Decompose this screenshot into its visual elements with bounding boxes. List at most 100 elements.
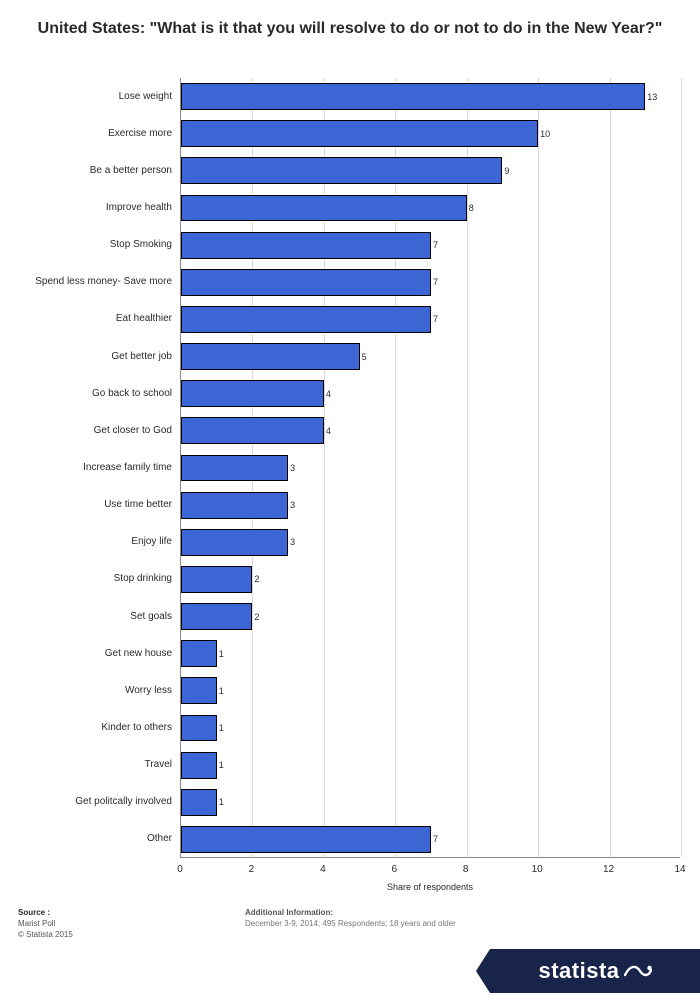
bar: 8 bbox=[181, 195, 467, 222]
bar: 1 bbox=[181, 752, 217, 779]
bar-value-label: 3 bbox=[287, 537, 295, 547]
bar-value-label: 7 bbox=[430, 240, 438, 250]
category-label: Travel bbox=[145, 759, 172, 770]
category-label: Use time better bbox=[104, 499, 172, 510]
bar-row: 3 bbox=[181, 492, 680, 519]
x-tick-label: 2 bbox=[249, 864, 255, 875]
bar-row: 3 bbox=[181, 529, 680, 556]
bar-value-label: 1 bbox=[216, 649, 224, 659]
bar-value-label: 3 bbox=[287, 500, 295, 510]
x-tick-label: 8 bbox=[463, 864, 469, 875]
category-label: Improve health bbox=[106, 202, 172, 213]
bar-value-label: 4 bbox=[323, 426, 331, 436]
bar: 10 bbox=[181, 120, 538, 147]
category-label: Lose weight bbox=[119, 91, 172, 102]
category-label: Exercise more bbox=[108, 128, 172, 139]
bar: 3 bbox=[181, 455, 288, 482]
bar-row: 7 bbox=[181, 232, 680, 259]
bar-row: 3 bbox=[181, 455, 680, 482]
category-label: Stop Smoking bbox=[110, 239, 172, 250]
bar-row: 1 bbox=[181, 677, 680, 704]
brand-logo: statista bbox=[538, 958, 651, 984]
bar-row: 8 bbox=[181, 195, 680, 222]
bar-row: 13 bbox=[181, 83, 680, 110]
bar: 7 bbox=[181, 306, 431, 333]
bar: 1 bbox=[181, 715, 217, 742]
bar-value-label: 10 bbox=[537, 129, 550, 139]
bar-row: 7 bbox=[181, 826, 680, 853]
category-label: Increase family time bbox=[83, 462, 172, 473]
category-label: Spend less money- Save more bbox=[35, 276, 172, 287]
additional-info-block: Additional Information: December 3-9, 20… bbox=[245, 908, 456, 930]
x-axis-title: Share of respondents bbox=[387, 882, 473, 892]
bar: 7 bbox=[181, 269, 431, 296]
additional-info-heading: Additional Information: bbox=[245, 908, 456, 919]
bar-row: 5 bbox=[181, 343, 680, 370]
x-tick-label: 14 bbox=[674, 864, 685, 875]
bar-row: 4 bbox=[181, 380, 680, 407]
category-label: Get new house bbox=[105, 648, 172, 659]
bar-row: 7 bbox=[181, 269, 680, 296]
bar-row: 10 bbox=[181, 120, 680, 147]
category-label: Eat healthier bbox=[116, 313, 172, 324]
category-label: Get better job bbox=[111, 351, 172, 362]
bar: 3 bbox=[181, 492, 288, 519]
additional-info-text: December 3-9, 2014; 495 Respondents; 18 … bbox=[245, 919, 456, 930]
bar-value-label: 8 bbox=[466, 203, 474, 213]
bar-row: 4 bbox=[181, 417, 680, 444]
x-tick-label: 10 bbox=[532, 864, 543, 875]
x-tick-label: 12 bbox=[603, 864, 614, 875]
bar-row: 9 bbox=[181, 157, 680, 184]
bar: 2 bbox=[181, 603, 252, 630]
source-line-2: © Statista 2015 bbox=[18, 930, 73, 941]
bar-row: 2 bbox=[181, 603, 680, 630]
category-label: Enjoy life bbox=[131, 536, 172, 547]
bar-value-label: 1 bbox=[216, 686, 224, 696]
bar: 4 bbox=[181, 417, 324, 444]
bar-value-label: 9 bbox=[501, 166, 509, 176]
bar-row: 7 bbox=[181, 306, 680, 333]
bar-value-label: 2 bbox=[251, 612, 259, 622]
brand-text: statista bbox=[538, 958, 619, 984]
source-heading: Source : bbox=[18, 908, 73, 919]
bar: 1 bbox=[181, 677, 217, 704]
bar: 4 bbox=[181, 380, 324, 407]
x-tick-label: 0 bbox=[177, 864, 183, 875]
bar-value-label: 7 bbox=[430, 314, 438, 324]
category-label: Other bbox=[147, 833, 172, 844]
bar: 13 bbox=[181, 83, 645, 110]
bar-row: 1 bbox=[181, 789, 680, 816]
bar: 9 bbox=[181, 157, 502, 184]
bar-value-label: 7 bbox=[430, 834, 438, 844]
x-tick-label: 6 bbox=[392, 864, 398, 875]
bar-value-label: 3 bbox=[287, 463, 295, 473]
bar-value-label: 1 bbox=[216, 797, 224, 807]
source-block: Source : Marist Poll © Statista 2015 bbox=[18, 908, 73, 940]
plot-area: 13109877754433322111117 bbox=[180, 78, 680, 858]
gridline bbox=[681, 78, 682, 857]
bar-value-label: 4 bbox=[323, 389, 331, 399]
category-label: Stop drinking bbox=[114, 573, 172, 584]
bar: 1 bbox=[181, 640, 217, 667]
bar-value-label: 1 bbox=[216, 723, 224, 733]
brand-wave-icon bbox=[624, 962, 652, 980]
bar: 7 bbox=[181, 826, 431, 853]
bar: 7 bbox=[181, 232, 431, 259]
bar: 2 bbox=[181, 566, 252, 593]
bar-value-label: 13 bbox=[644, 92, 657, 102]
source-line-1: Marist Poll bbox=[18, 919, 73, 930]
bar-row: 1 bbox=[181, 752, 680, 779]
x-tick-label: 4 bbox=[320, 864, 326, 875]
category-label: Get closer to God bbox=[94, 425, 172, 436]
bar-row: 2 bbox=[181, 566, 680, 593]
bar-row: 1 bbox=[181, 640, 680, 667]
brand-notch bbox=[476, 949, 490, 993]
chart: 13109877754433322111117 Lose weightExerc… bbox=[0, 68, 700, 898]
bar-row: 1 bbox=[181, 715, 680, 742]
category-label: Set goals bbox=[130, 611, 172, 622]
bar-value-label: 5 bbox=[359, 352, 367, 362]
category-label: Worry less bbox=[125, 685, 172, 696]
bar: 3 bbox=[181, 529, 288, 556]
category-label: Kinder to others bbox=[101, 722, 172, 733]
category-label: Be a better person bbox=[90, 165, 172, 176]
